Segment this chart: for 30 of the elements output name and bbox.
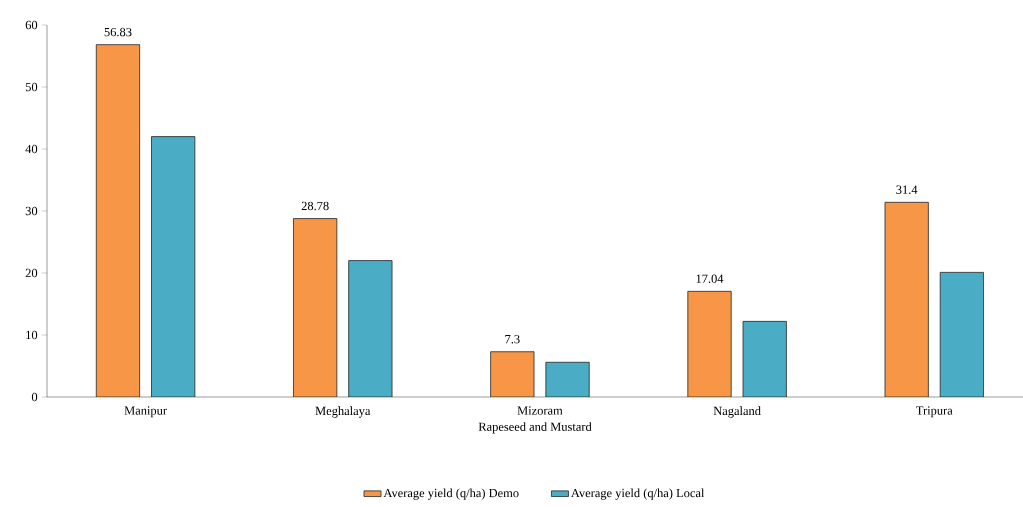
bar bbox=[151, 136, 196, 397]
y-tick-label: 60 bbox=[25, 20, 38, 30]
x-tick-label: Mizoram bbox=[517, 406, 563, 415]
y-tick-label: 20 bbox=[25, 268, 38, 278]
data-label: 7.3 bbox=[505, 334, 520, 344]
bar bbox=[293, 218, 338, 397]
x-tick-label: Manipur bbox=[124, 406, 167, 418]
legend-label: Average yield (q/ha) Demo bbox=[383, 488, 519, 500]
y-tick-label: 0 bbox=[31, 392, 38, 402]
data-label: 17.04 bbox=[696, 274, 724, 283]
legend-label: Average yield (q/ha) Local bbox=[570, 488, 705, 500]
x-tick-label: Meghalaya bbox=[315, 406, 371, 418]
bar bbox=[490, 351, 535, 397]
data-label: 31.4 bbox=[896, 185, 918, 194]
x-tick-label: Nagaland bbox=[713, 406, 761, 418]
y-tick-label: 30 bbox=[25, 206, 38, 216]
bar bbox=[95, 44, 141, 397]
x-tick-label: Tripura bbox=[916, 406, 953, 418]
bar bbox=[545, 361, 590, 397]
y-tick-label: 10 bbox=[26, 330, 38, 340]
data-label: 28.78 bbox=[301, 201, 329, 211]
y-tick-label: 50 bbox=[25, 82, 38, 92]
bar bbox=[348, 260, 393, 397]
bar bbox=[742, 320, 787, 397]
bar bbox=[884, 201, 929, 397]
y-tick-label: 40 bbox=[25, 144, 38, 154]
bar bbox=[687, 290, 732, 397]
data-label: 56.83 bbox=[104, 27, 132, 37]
x-axis-title: Rapeseed and Mustard bbox=[478, 422, 592, 434]
bar bbox=[939, 271, 984, 397]
